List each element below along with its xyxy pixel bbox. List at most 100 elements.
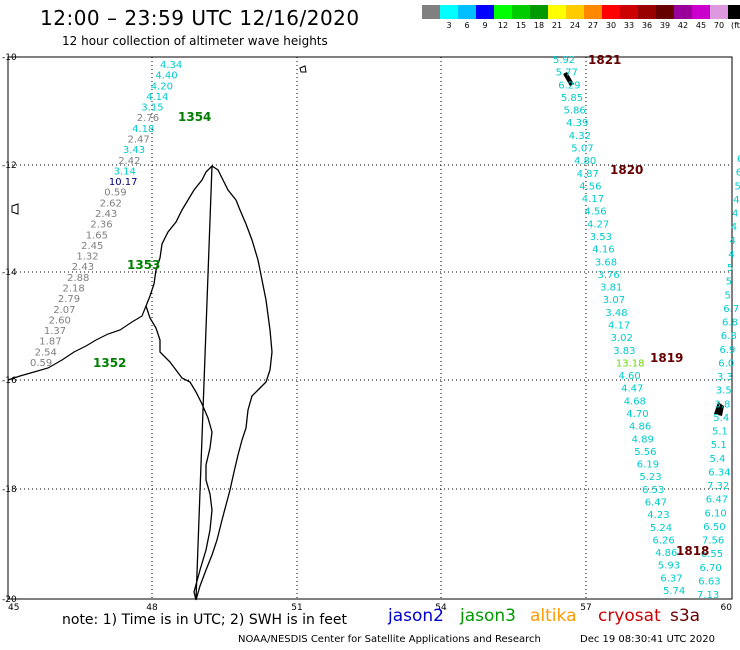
y-tick-label: -16 (2, 376, 17, 386)
madagascar-coastline (145, 164, 273, 601)
east-track-value: 5.1 (712, 427, 728, 438)
west-track-value: 0.59 (104, 188, 126, 199)
middle-track-value: 3.68 (595, 257, 617, 268)
scale-label: 70 (713, 21, 725, 30)
east-track-value: 6 (737, 154, 740, 165)
middle-track-value: 4.17 (582, 194, 604, 205)
scale-swatch (512, 5, 530, 19)
scale-swatch (620, 5, 638, 19)
map-frame (7, 56, 733, 600)
west-track-value: 0.59 (30, 358, 52, 369)
x-tick-label: 60 (721, 603, 733, 613)
middle-track-value: 4.39 (566, 118, 588, 129)
east-track-value: 6.55 (701, 549, 723, 560)
legend-s3a: s3a (670, 606, 701, 626)
footer-source: NOAA/NESDIS Center for Satellite Applica… (238, 634, 541, 645)
pass-time-label: 1819 (650, 351, 683, 365)
y-tick-label: -20 (2, 595, 17, 605)
scale-swatch (440, 5, 458, 19)
middle-track-value: 4.27 (587, 219, 609, 230)
west-track-value: 2.54 (35, 347, 57, 358)
island-east (714, 402, 724, 416)
scale-label: (ft) (730, 21, 740, 30)
east-track-value: 5 (726, 277, 732, 288)
middle-track-value: 4.23 (647, 510, 669, 521)
middle-track-value: 4.17 (608, 321, 630, 332)
east-track-value: 6.50 (703, 522, 725, 533)
west-track-value: 1.37 (44, 326, 66, 337)
scale-label: 18 (533, 21, 545, 30)
west-track-value: 3.43 (123, 145, 145, 156)
middle-track-value: 6.53 (642, 485, 664, 496)
x-tick-label: 45 (8, 603, 19, 613)
east-track-value: 3.5 (716, 386, 732, 397)
middle-track-value: 4.86 (629, 422, 651, 433)
east-track-value: 5 (727, 263, 733, 274)
east-track-value: 6 (736, 168, 740, 179)
scale-label: 30 (605, 21, 617, 30)
middle-track-value: 5.77 (556, 68, 578, 79)
pass-time-label: 1821 (588, 53, 621, 67)
y-tick-label: -14 (2, 268, 17, 278)
scale-label: 21 (551, 21, 563, 30)
coast-fragment-west (7, 305, 147, 381)
scale-label: 6 (464, 21, 470, 30)
pass-time-label: 1354 (178, 110, 211, 124)
east-track-value: 7.32 (707, 481, 729, 492)
middle-track-value: 4.86 (655, 548, 677, 559)
middle-track-value: 5.86 (564, 106, 586, 117)
west-track-value: 3.14 (114, 166, 136, 177)
middle-track-value: 4.89 (632, 434, 654, 445)
footer-date: Dec 19 08:30:41 UTC 2020 (580, 634, 715, 645)
west-track-value: 4.18 (132, 124, 154, 135)
note-text: note: 1) Time is in UTC; 2) SWH is in fe… (62, 612, 348, 628)
middle-track-value: 3.48 (605, 308, 627, 319)
middle-track-value: 4.47 (621, 384, 643, 395)
middle-track-value: 3.76 (598, 270, 620, 281)
map-grid (8, 57, 732, 599)
west-track-value: 2.07 (53, 305, 75, 316)
scale-label: 33 (623, 21, 635, 30)
west-track-value: 1.32 (76, 252, 98, 263)
west-track-value: 2.79 (58, 294, 80, 305)
island-north (563, 72, 574, 86)
y-tick-label: -12 (2, 161, 17, 171)
scale-swatch (422, 5, 440, 19)
middle-track-value: 4.70 (626, 409, 648, 420)
pass-time-label: 1353 (127, 258, 160, 272)
middle-track-value: 5.23 (639, 472, 661, 483)
middle-track-value: 3.83 (613, 346, 635, 357)
east-track-value: 6.9 (720, 345, 736, 356)
west-track-value: 4.14 (146, 92, 168, 103)
west-track-value: 10.17 (109, 177, 138, 188)
east-track-value: 3.8 (715, 399, 731, 410)
west-track-value: 2.62 (100, 198, 122, 209)
x-tick-label: 48 (146, 603, 158, 613)
west-track-value: 4.20 (151, 81, 173, 92)
middle-track-value: 6.37 (660, 573, 682, 584)
west-track-value: 4.34 (160, 60, 182, 71)
scale-swatch (602, 5, 620, 19)
scale-label: 15 (515, 21, 527, 30)
scale-swatch (674, 5, 692, 19)
y-tick-label: -18 (2, 485, 17, 495)
east-track-value: 7.56 (702, 536, 724, 547)
scale-swatch (728, 5, 740, 19)
scale-swatch (494, 5, 512, 19)
scale-label: 42 (677, 21, 689, 30)
scale-swatch (692, 5, 710, 19)
west-track-value: 2.88 (67, 273, 89, 284)
legend-jason2: jason2 (388, 606, 444, 626)
east-track-value: 3.3 (717, 372, 733, 383)
scale-swatch (584, 5, 602, 19)
east-track-value: 6.7 (723, 304, 739, 315)
middle-track-value: 13.18 (616, 358, 645, 369)
scale-label: 27 (587, 21, 599, 30)
x-tick-label: 54 (435, 603, 447, 613)
east-track-value: 6.34 (708, 467, 730, 478)
east-track-value: 6.0 (718, 358, 734, 369)
east-track-value: 5 (735, 181, 740, 192)
legend-cryosat: cryosat (598, 606, 661, 626)
middle-track-value: 4.56 (584, 207, 606, 218)
